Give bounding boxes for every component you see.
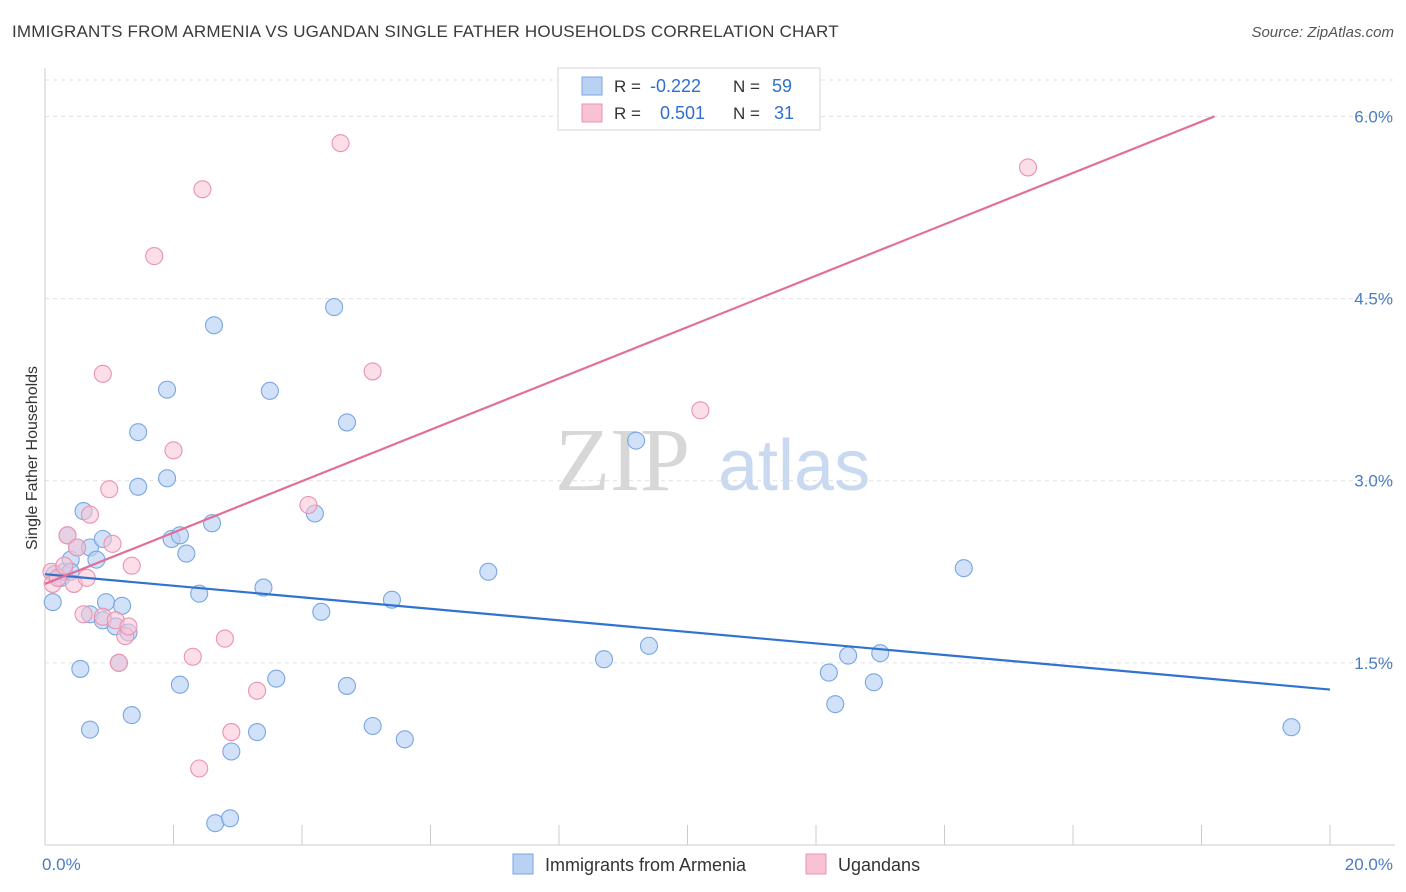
ugandans-point	[68, 538, 87, 557]
legend-r-value-1: -0.222	[650, 76, 701, 96]
armenia-point	[627, 431, 646, 450]
trend-lines	[44, 115, 1331, 691]
armenia-point	[158, 469, 177, 488]
ugandans-point	[74, 605, 93, 624]
legend-n-label-2: N =	[733, 104, 760, 123]
armenia-point	[220, 809, 240, 828]
ugandans-point	[183, 647, 202, 666]
ugandans-point	[122, 556, 141, 575]
legend-n-label-1: N =	[733, 77, 760, 96]
armenia-point	[254, 578, 273, 597]
armenia-point	[267, 669, 286, 688]
armenia-point	[170, 675, 189, 694]
legend-r-value-2: 0.501	[660, 103, 705, 123]
armenia-point	[247, 723, 267, 742]
armenia-point	[395, 730, 414, 749]
x-tick-label: 20.0%	[1345, 855, 1393, 874]
armenia-point	[954, 559, 973, 578]
grid-lines	[45, 79, 1395, 664]
axes	[44, 68, 1395, 846]
armenia-point	[158, 380, 177, 399]
armenia-point	[479, 562, 498, 581]
armenia-point	[177, 544, 196, 563]
armenia-point	[43, 593, 62, 612]
ugandans-point	[164, 441, 183, 460]
armenia-point	[1282, 718, 1301, 737]
armenia-point	[122, 706, 141, 725]
armenia-point	[826, 695, 845, 714]
armenia-point	[260, 381, 279, 400]
ugandans-point	[299, 495, 318, 515]
tick-labels: 1.5% 3.0% 4.5% 6.0% 0.0% 20.0%	[42, 107, 1393, 874]
armenia-point	[71, 659, 90, 678]
armenia-point	[363, 716, 382, 736]
y-tick-label: 3.0%	[1354, 472, 1393, 491]
bottom-legend-armenia: Immigrants from Armenia	[545, 855, 747, 875]
legend-r-label-1: R =	[614, 77, 641, 96]
series-legend: Immigrants from Armenia Ugandans	[512, 853, 920, 875]
ugandans-point	[691, 401, 710, 420]
armenia-point	[337, 676, 357, 695]
source-label: Source: ZipAtlas.com	[1251, 24, 1394, 41]
watermark: ZIP atlas	[555, 411, 870, 510]
ugandans-point	[103, 534, 122, 553]
armenia-point	[129, 423, 148, 442]
ugandans-point	[331, 134, 350, 153]
ugandans-point	[100, 480, 119, 499]
bottom-legend-ugandans: Ugandans	[838, 855, 920, 875]
watermark-atlas: atlas	[718, 426, 870, 506]
legend-n-value-1: 59	[772, 76, 792, 96]
ugandans-point	[215, 629, 234, 648]
ugandans-point	[145, 247, 164, 266]
legend-r-label-2: R =	[614, 104, 641, 123]
chart-title: IMMIGRANTS FROM ARMENIA VS UGANDAN SINGL…	[12, 22, 839, 41]
armenia-point	[312, 602, 331, 621]
ugandans-point	[363, 362, 382, 381]
armenia-trend-line	[44, 573, 1331, 691]
ugandans-point	[119, 617, 138, 636]
legend-n-value-2: 31	[774, 103, 794, 123]
armenia-point	[871, 644, 890, 663]
ugandans-point	[109, 653, 128, 672]
armenia-point	[204, 316, 224, 335]
ugandans-point	[55, 556, 74, 575]
series-ugandans-points	[42, 134, 1038, 778]
armenia-point	[222, 742, 241, 761]
watermark-zip: ZIP	[555, 411, 690, 510]
stats-legend: R = -0.222 N = 59 R = 0.501 N = 31	[557, 67, 821, 131]
armenia-point	[819, 663, 838, 682]
y-axis-label: Single Father Households	[24, 366, 41, 550]
ugandans-point	[222, 723, 241, 742]
armenia-point	[839, 646, 858, 665]
ugandans-point	[80, 505, 100, 524]
legend-swatch-armenia	[581, 76, 603, 96]
armenia-point	[337, 413, 357, 432]
ugandans-point	[58, 526, 77, 545]
y-tick-label: 1.5%	[1354, 654, 1393, 673]
armenia-point	[639, 636, 659, 655]
armenia-point	[864, 673, 883, 692]
series-armenia-points	[43, 298, 1301, 833]
bottom-legend-swatch-armenia	[512, 853, 534, 875]
y-tick-label: 4.5%	[1354, 290, 1393, 309]
ugandans-point	[1018, 158, 1038, 177]
ugandans-point	[247, 681, 267, 700]
armenia-point	[80, 720, 100, 739]
armenia-point	[129, 477, 148, 496]
x-tick-label: 0.0%	[42, 855, 81, 874]
legend-swatch-ugandans	[581, 103, 603, 123]
armenia-point	[325, 298, 344, 317]
ugandans-point	[93, 364, 112, 383]
y-tick-label: 6.0%	[1354, 107, 1393, 126]
ugandans-trend-line	[44, 115, 1215, 585]
ugandans-point	[190, 759, 209, 778]
armenia-point	[594, 650, 614, 669]
bottom-legend-swatch-ugandans	[805, 853, 827, 875]
ugandans-point	[193, 180, 212, 199]
